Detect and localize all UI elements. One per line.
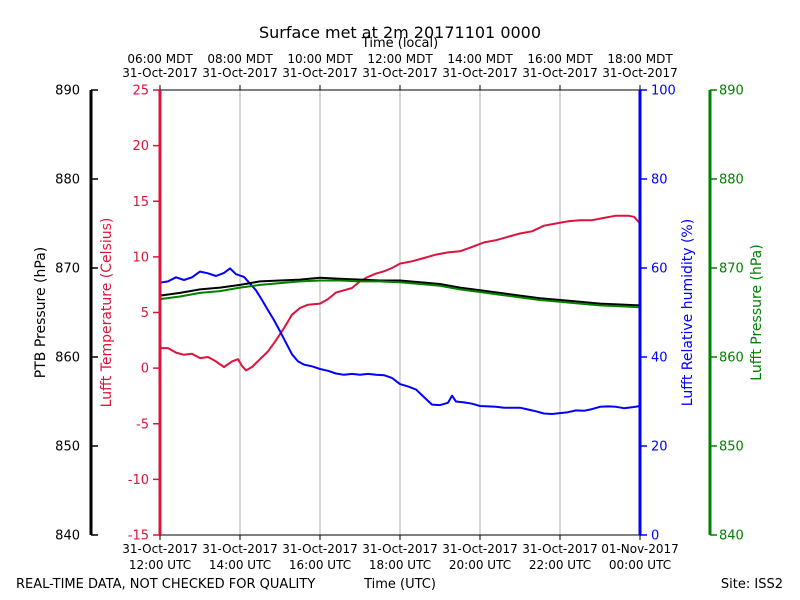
top-tick-date: 31-Oct-2017 xyxy=(602,66,678,80)
rh-axis-title: Lufft Relative humidity (%) xyxy=(680,219,696,406)
temp-tick-label: 25 xyxy=(132,84,149,99)
ptb-tick-label: 840 xyxy=(55,529,80,544)
top-tick-time: 18:00 MDT xyxy=(607,52,673,66)
lufft_p-tick-label: 890 xyxy=(719,84,744,99)
footer-left: REAL-TIME DATA, NOT CHECKED FOR QUALITY xyxy=(16,577,315,592)
top-tick-date: 31-Oct-2017 xyxy=(362,66,438,80)
x-tick-time: 00:00 UTC xyxy=(609,558,671,572)
lufft_p-tick-label: 840 xyxy=(719,529,744,544)
top-tick-date: 31-Oct-2017 xyxy=(522,66,598,80)
top-tick-time: 10:00 MDT xyxy=(287,52,353,66)
temp-tick-label: 0 xyxy=(141,362,149,377)
axes-layer: 840 850 860 870 880 890 PTB Pressure (hPa) -15 -… xyxy=(33,52,765,572)
ptb-axis-title: PTB Pressure (hPa) xyxy=(33,247,49,378)
ptb-line xyxy=(159,276,641,307)
temp-tick-label: 10 xyxy=(132,250,149,265)
x-tick-time: 22:00 UTC xyxy=(529,558,591,572)
lufft_p-tick-label: 850 xyxy=(719,440,744,455)
rh-tick-label: 60 xyxy=(651,262,668,277)
temp-tick-label: -10 xyxy=(128,473,149,488)
top-tick-time: 12:00 MDT xyxy=(367,52,433,66)
top-tick-date: 31-Oct-2017 xyxy=(202,66,278,80)
top-tick-time: 14:00 MDT xyxy=(447,52,513,66)
ptb-tick-label: 860 xyxy=(55,351,80,366)
top-tick-date: 31-Oct-2017 xyxy=(442,66,518,80)
lufft_p-axis-title: Lufft Pressure (hPa) xyxy=(749,244,765,380)
x-tick-date: 31-Oct-2017 xyxy=(202,542,278,556)
lufft_p-tick-label: 860 xyxy=(719,351,744,366)
x-tick-date: 31-Oct-2017 xyxy=(122,542,198,556)
temp-tick-label: 5 xyxy=(141,306,149,321)
ptb-tick-label: 850 xyxy=(55,440,80,455)
lufft_p-tick-label: 870 xyxy=(719,262,744,277)
top-tick-time: 06:00 MDT xyxy=(127,52,193,66)
temp-tick-label: -5 xyxy=(136,417,149,432)
x-tick-date: 31-Oct-2017 xyxy=(362,542,438,556)
x-tick-time: 16:00 UTC xyxy=(289,558,351,572)
footer-right: Site: ISS2 xyxy=(721,577,783,592)
ptb-tick-label: 880 xyxy=(55,173,80,188)
rh-tick-label: 80 xyxy=(651,173,668,188)
lufft_p-line xyxy=(159,279,641,309)
ptb-tick-label: 870 xyxy=(55,262,80,277)
x-axis-label: Time (UTC) xyxy=(363,577,436,592)
x-tick-date: 01-Nov-2017 xyxy=(601,542,679,556)
x-tick-time: 14:00 UTC xyxy=(209,558,271,572)
x-tick-time: 20:00 UTC xyxy=(449,558,511,572)
x-tick-date: 31-Oct-2017 xyxy=(522,542,598,556)
grid-lines xyxy=(239,90,561,535)
chart-title: Surface met at 2m 20171101 0000 xyxy=(259,23,541,42)
rh-tick-label: 100 xyxy=(651,84,676,99)
x-tick-time: 18:00 UTC xyxy=(369,558,431,572)
rh-tick-label: 20 xyxy=(651,440,668,455)
series-layer xyxy=(159,214,641,415)
ptb-tick-label: 890 xyxy=(55,84,80,99)
lufft_p-tick-label: 880 xyxy=(719,173,744,188)
top-axis-label: Time (local) xyxy=(361,36,438,51)
temp-tick-label: 20 xyxy=(132,139,149,154)
top-tick-date: 31-Oct-2017 xyxy=(282,66,358,80)
temp-tick-label: -15 xyxy=(128,529,149,544)
top-tick-time: 16:00 MDT xyxy=(527,52,593,66)
rh-line xyxy=(159,267,641,415)
rh-tick-label: 0 xyxy=(651,529,659,544)
temp-tick-label: 15 xyxy=(132,195,149,210)
rh-tick-label: 40 xyxy=(651,351,668,366)
x-tick-date: 31-Oct-2017 xyxy=(442,542,518,556)
temp-axis-title: Lufft Temperature (Celsius) xyxy=(99,218,115,408)
x-tick-time: 12:00 UTC xyxy=(129,558,191,572)
top-tick-date: 31-Oct-2017 xyxy=(122,66,198,80)
top-tick-time: 08:00 MDT xyxy=(207,52,273,66)
x-tick-date: 31-Oct-2017 xyxy=(282,542,358,556)
